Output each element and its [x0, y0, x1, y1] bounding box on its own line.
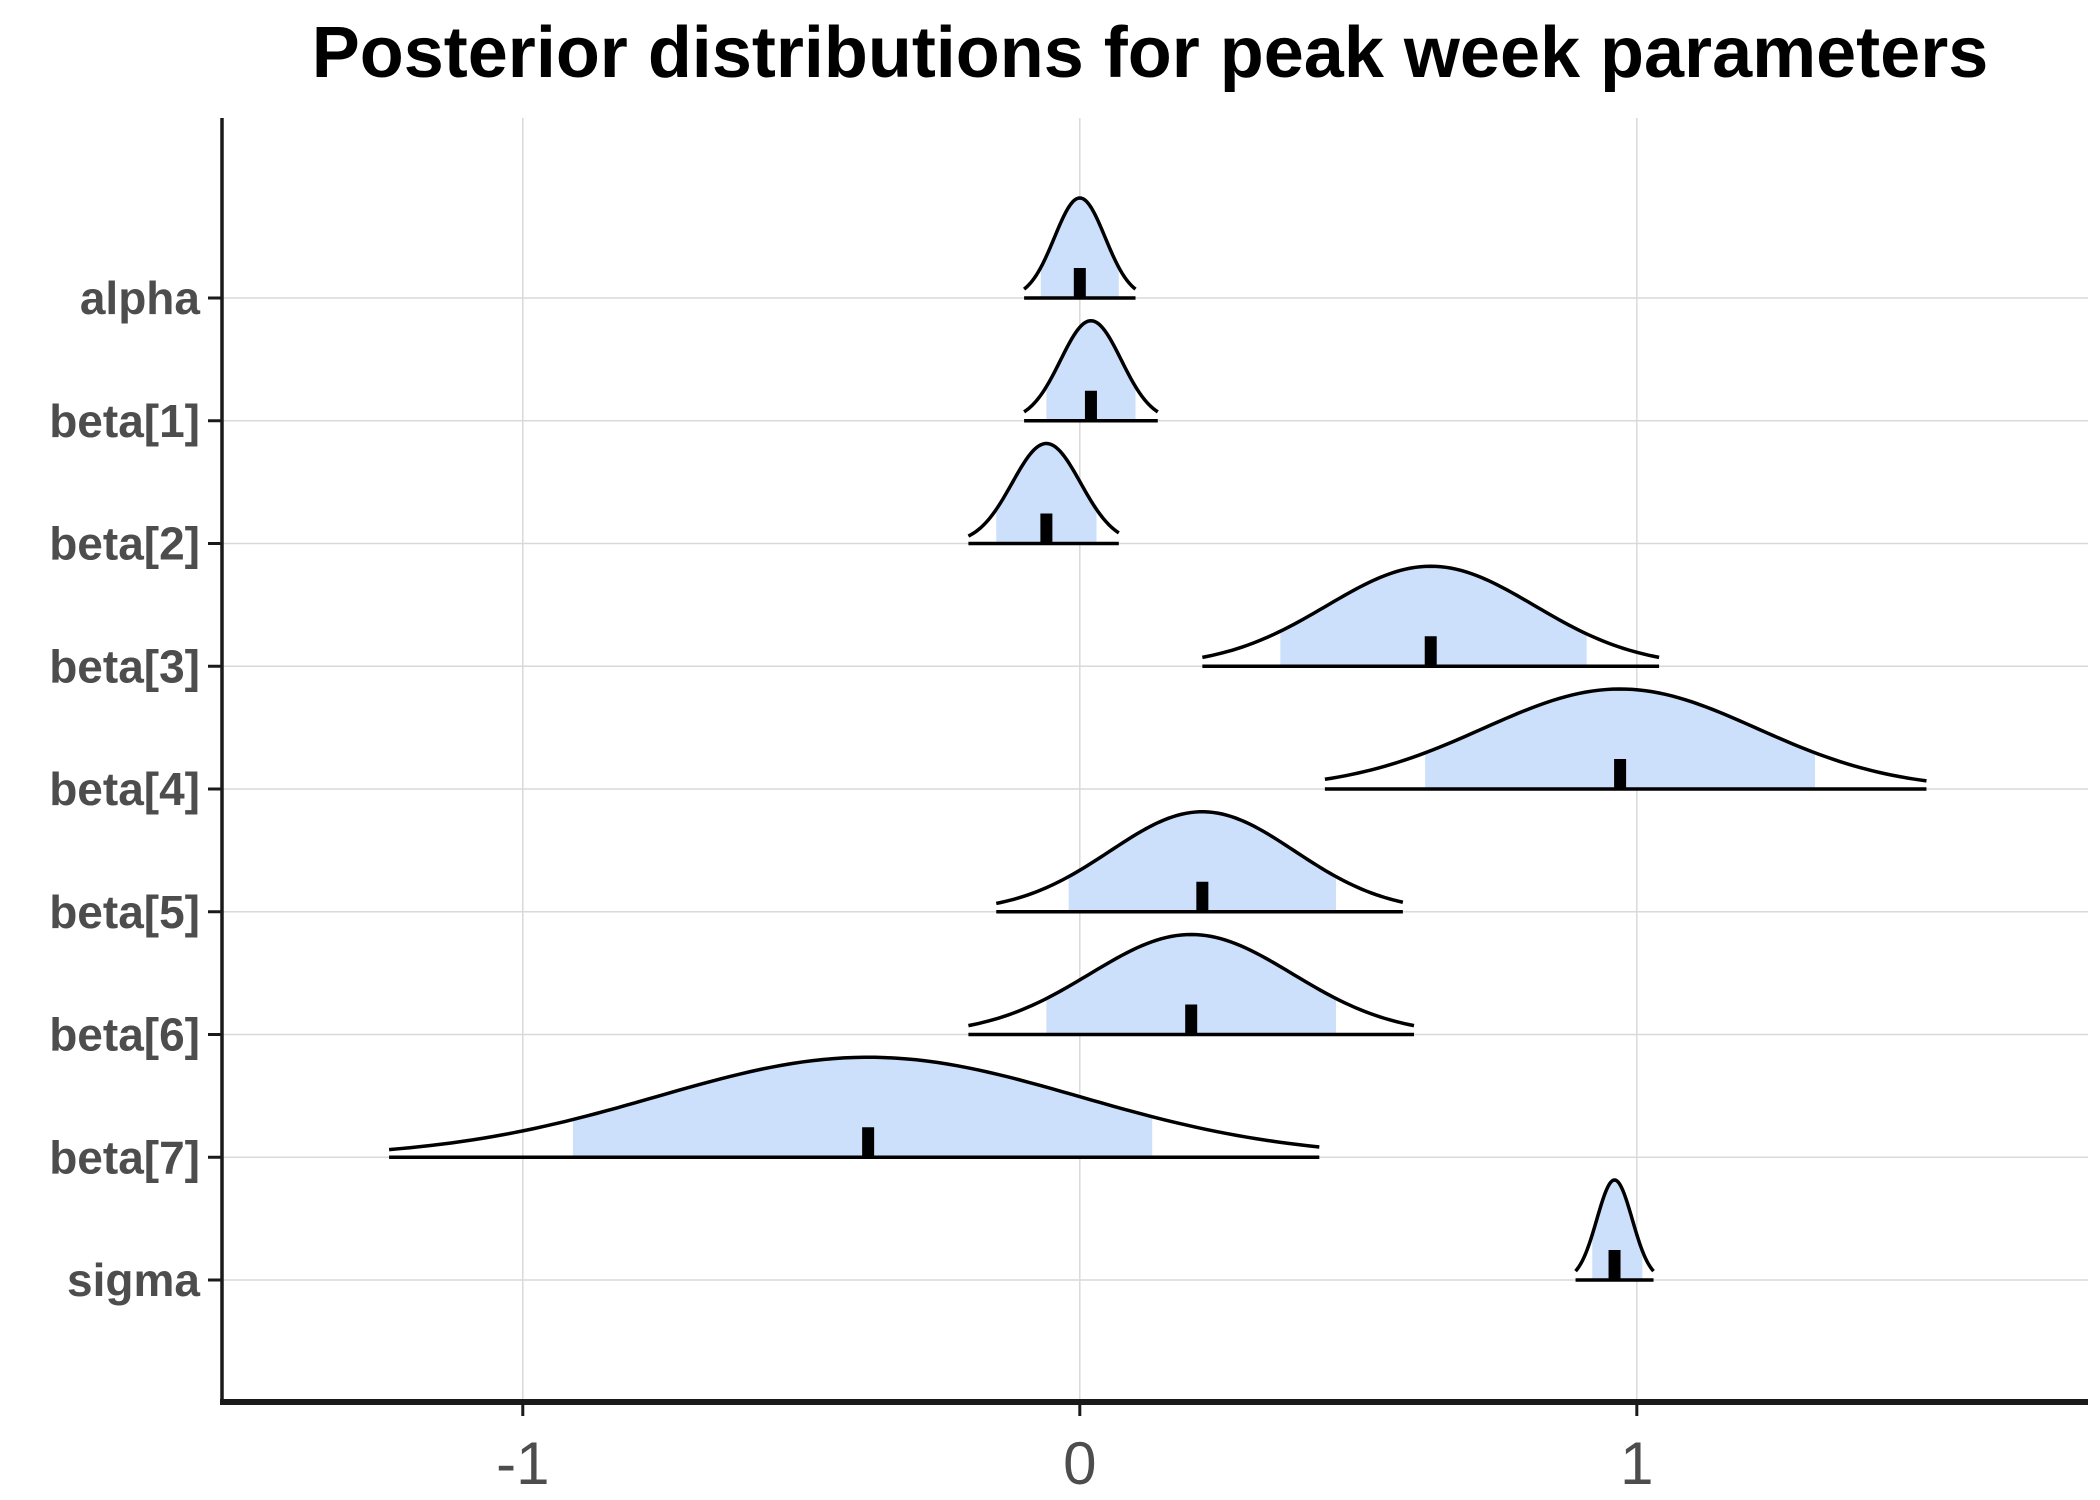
- y-tick-label: alpha: [80, 272, 201, 324]
- x-tick-label: -1: [496, 1430, 549, 1497]
- median-marker: [1609, 1250, 1621, 1280]
- x-tick-label: 1: [1620, 1430, 1653, 1497]
- ridge-beta5: [996, 812, 1403, 912]
- median-marker: [1085, 391, 1097, 421]
- ridge-beta2: [968, 444, 1118, 544]
- ridge-alpha: [1024, 198, 1135, 298]
- tick-labels: alpha beta[1] beta[2] beta[3] beta[4] beta[5]…: [49, 272, 1653, 1497]
- ridge-beta4: [1325, 689, 1927, 789]
- y-tick-label: beta[5]: [49, 886, 200, 938]
- median-marker: [1425, 636, 1437, 666]
- median-marker: [1040, 514, 1052, 544]
- median-marker: [1196, 882, 1208, 912]
- y-tick-label: beta[1]: [49, 395, 200, 447]
- ridge-beta1: [1024, 321, 1158, 421]
- y-tick-label: beta[6]: [49, 1009, 200, 1061]
- ridge-beta6: [968, 935, 1414, 1035]
- median-marker: [1185, 1005, 1197, 1035]
- x-tick-label: 0: [1063, 1430, 1096, 1497]
- y-tick-label: sigma: [67, 1254, 200, 1306]
- density-ridges: [389, 198, 1926, 1280]
- median-marker: [1074, 268, 1086, 298]
- y-tick-label: beta[7]: [49, 1131, 200, 1183]
- median-marker: [862, 1127, 874, 1157]
- median-marker: [1614, 759, 1626, 789]
- y-tick-label: beta[3]: [49, 640, 200, 692]
- ridge-sigma: [1576, 1180, 1654, 1280]
- y-tick-label: beta[2]: [49, 518, 200, 570]
- ridge-beta7: [389, 1057, 1319, 1157]
- y-tick-label: beta[4]: [49, 763, 200, 815]
- ridge-beta3: [1202, 566, 1659, 666]
